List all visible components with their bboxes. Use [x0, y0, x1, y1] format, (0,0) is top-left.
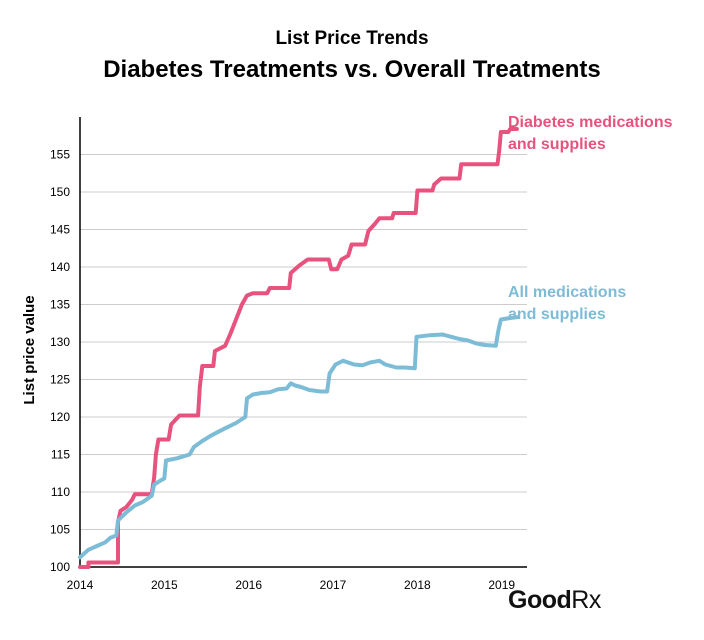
y-tick-150: 150 — [50, 185, 70, 199]
series-lines — [78, 127, 519, 569]
chart-subtitle: Diabetes Treatments vs. Overall Treatmen… — [103, 56, 601, 83]
x-tick-2016: 2016 — [235, 578, 262, 592]
series-label-line: All medications — [508, 284, 626, 301]
x-tick-2014: 2014 — [67, 578, 94, 592]
series-label-line: and supplies — [508, 136, 606, 153]
series-line-all-medications — [78, 315, 519, 560]
y-tick-labels: 100 105 110 115 120 125 130 135 140 145 150 155 — [50, 148, 70, 575]
y-tick-135: 135 — [50, 298, 70, 312]
series-label-diabetes: Diabetes medications and supplies — [508, 114, 673, 153]
y-tick-155: 155 — [50, 148, 70, 162]
y-tick-105: 105 — [50, 523, 70, 537]
logo-rx: Rx — [571, 586, 601, 614]
x-tick-2017: 2017 — [320, 578, 347, 592]
x-tick-2019: 2019 — [488, 578, 515, 592]
x-tick-2015: 2015 — [151, 578, 178, 592]
y-tick-100: 100 — [50, 560, 70, 574]
y-tick-110: 110 — [51, 485, 70, 499]
y-axis-label: List price value — [21, 295, 38, 404]
axes — [79, 117, 527, 568]
y-tick-140: 140 — [50, 260, 70, 274]
gridlines — [80, 154, 527, 530]
x-tick-2018: 2018 — [404, 578, 431, 592]
y-tick-120: 120 — [50, 410, 70, 424]
y-tick-125: 125 — [50, 373, 70, 387]
chart-title: List Price Trends — [275, 28, 429, 49]
series-label-all-medications: All medications and supplies — [508, 284, 626, 323]
y-tick-145: 145 — [50, 223, 70, 237]
y-tick-115: 115 — [51, 448, 70, 462]
goodrx-logo: GoodRx — [508, 586, 601, 615]
y-tick-130: 130 — [50, 335, 70, 349]
logo-text: Good — [508, 586, 572, 614]
series-label-line: Diabetes medications — [508, 114, 673, 131]
series-label-line: and supplies — [508, 306, 606, 323]
x-tick-labels: 2014 2015 2016 2017 2018 2019 — [67, 578, 516, 592]
